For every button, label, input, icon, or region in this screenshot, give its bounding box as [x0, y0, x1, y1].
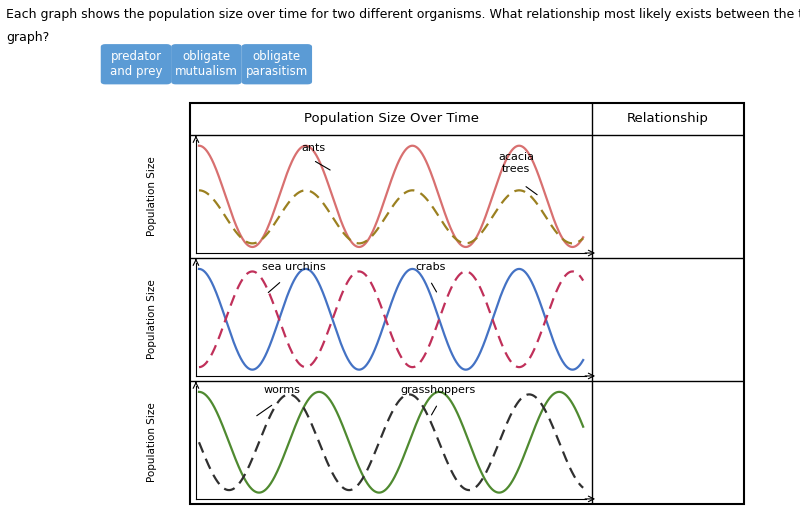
- Text: obligate
parasitism: obligate parasitism: [246, 50, 308, 78]
- Text: graph?: graph?: [6, 31, 50, 44]
- FancyBboxPatch shape: [172, 45, 241, 84]
- Text: Population Size: Population Size: [147, 156, 157, 236]
- Text: crabs: crabs: [415, 262, 446, 272]
- Text: predator
and prey: predator and prey: [110, 50, 162, 78]
- Text: Each graph shows the population size over time for two different organisms. What: Each graph shows the population size ove…: [6, 8, 800, 21]
- FancyBboxPatch shape: [242, 45, 311, 84]
- Text: Population Size Over Time: Population Size Over Time: [303, 113, 478, 125]
- Text: obligate
mutualism: obligate mutualism: [175, 50, 238, 78]
- Text: Relationship: Relationship: [627, 113, 709, 125]
- Text: Population Size: Population Size: [147, 280, 157, 359]
- Text: grasshoppers: grasshoppers: [400, 384, 475, 395]
- Text: Time: Time: [377, 269, 406, 282]
- Text: Population Size: Population Size: [147, 402, 157, 482]
- Text: worms: worms: [263, 384, 300, 395]
- Text: ants: ants: [301, 143, 325, 153]
- FancyBboxPatch shape: [102, 45, 170, 84]
- Text: Time: Time: [377, 392, 406, 405]
- Text: acacia
trees: acacia trees: [498, 152, 534, 174]
- Text: sea urchins: sea urchins: [262, 262, 326, 272]
